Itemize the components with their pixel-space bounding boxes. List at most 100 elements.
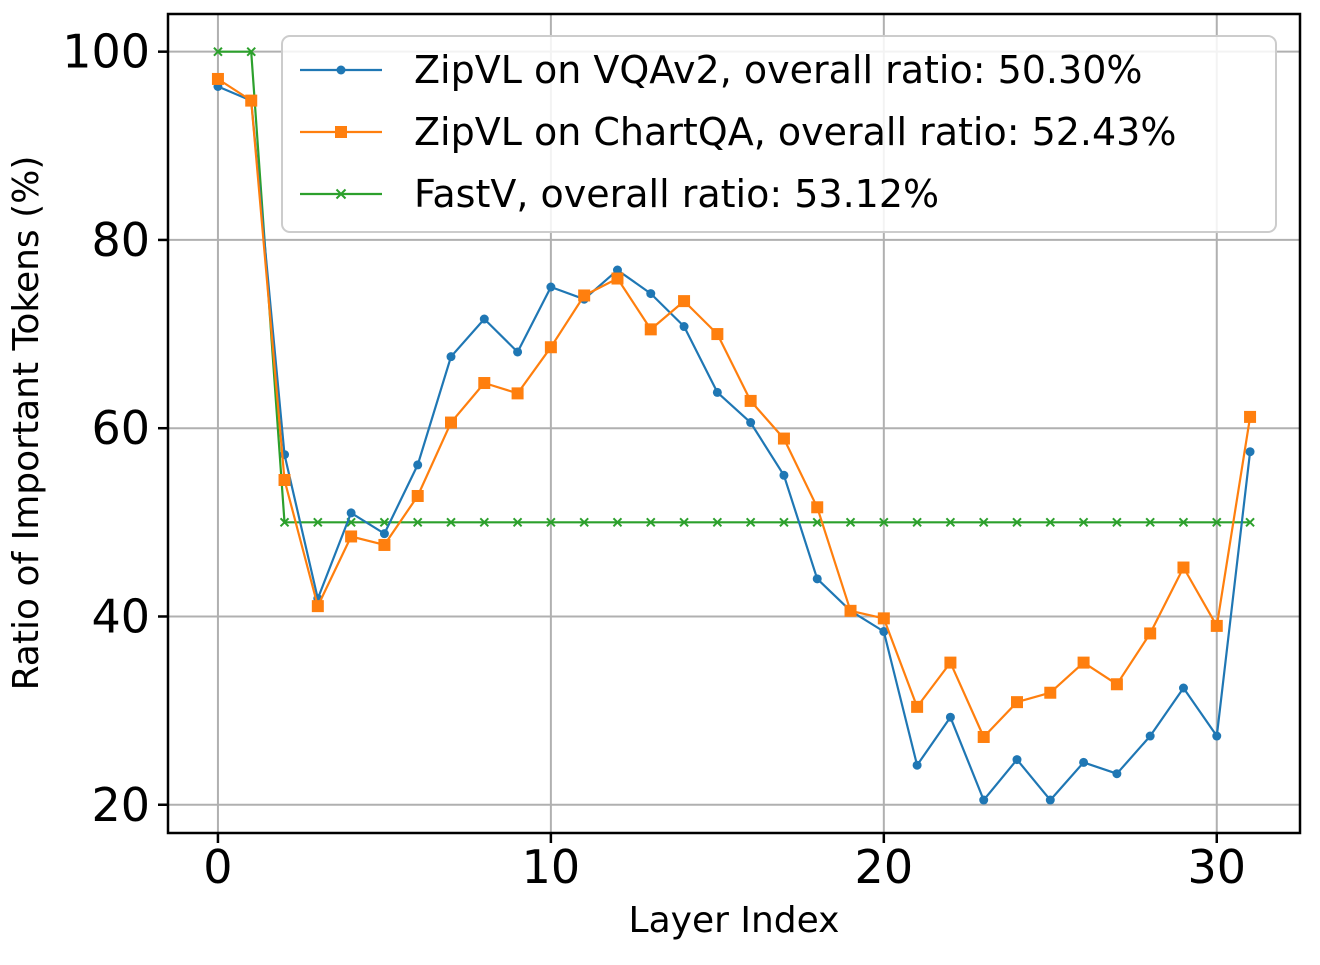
data-point	[746, 418, 756, 428]
series-layer	[211, 46, 1257, 805]
data-point-stroke	[1078, 517, 1089, 528]
legend-item: ZipVL on ChartQA, overall ratio: 52.43%	[300, 110, 1176, 154]
legend-item: ZipVL on VQAv2, overall ratio: 50.30%	[300, 48, 1142, 92]
series-dot	[213, 81, 1255, 805]
data-point	[1178, 517, 1189, 528]
data-point-stroke	[845, 517, 856, 528]
data-point-stroke	[379, 517, 390, 528]
data-point-stroke	[945, 517, 956, 528]
data-point	[1212, 731, 1222, 741]
legend-label: FastV, overall ratio: 53.12%	[414, 172, 939, 216]
x-axis-label: Layer Index	[629, 900, 840, 941]
data-point	[446, 517, 456, 528]
data-point	[877, 612, 890, 625]
data-point	[544, 341, 557, 354]
data-point	[478, 377, 491, 390]
data-point-stroke	[779, 517, 789, 528]
data-point	[1045, 517, 1056, 528]
data-point	[644, 323, 657, 336]
data-point	[1112, 517, 1122, 528]
data-point	[1210, 619, 1223, 632]
data-point	[679, 517, 689, 528]
data-point	[479, 314, 489, 324]
data-point	[1012, 517, 1022, 528]
data-point	[1145, 517, 1155, 528]
data-point	[612, 265, 622, 275]
legend-item: FastV, overall ratio: 53.12%	[300, 172, 939, 216]
data-point	[712, 387, 722, 397]
data-point	[1178, 683, 1188, 693]
data-point-stroke	[1212, 517, 1222, 528]
data-point	[1112, 769, 1122, 779]
data-point-stroke	[512, 517, 523, 528]
y-tick-label: 20	[91, 778, 150, 832]
data-point	[611, 272, 624, 285]
data-point	[479, 517, 490, 528]
data-point	[1245, 447, 1255, 457]
data-point-stroke	[1245, 517, 1255, 528]
data-point	[546, 282, 556, 292]
data-point	[1144, 627, 1157, 640]
data-point-stroke	[612, 517, 623, 528]
data-point-stroke	[679, 517, 689, 528]
data-point	[346, 508, 356, 518]
series-line	[217, 85, 1252, 802]
data-point	[845, 517, 856, 528]
data-point-stroke	[479, 517, 490, 528]
data-point	[413, 460, 423, 470]
data-point-stroke	[346, 517, 356, 528]
data-point	[812, 517, 822, 528]
data-point	[844, 604, 857, 617]
data-point-stroke	[213, 46, 223, 57]
data-point	[546, 517, 556, 528]
data-point	[379, 517, 390, 528]
data-point-stroke	[1145, 517, 1155, 528]
data-point-stroke	[1045, 517, 1056, 528]
data-point-stroke	[745, 517, 756, 528]
data-point-stroke	[1112, 517, 1122, 528]
data-point	[777, 432, 790, 445]
legend-box	[281, 35, 1277, 233]
data-point	[812, 574, 822, 584]
data-point	[711, 328, 724, 341]
data-point-stroke	[1012, 517, 1022, 528]
data-point	[979, 795, 989, 805]
legend-label: ZipVL on VQAv2, overall ratio: 50.30%	[414, 48, 1142, 92]
data-point-stroke	[912, 517, 922, 528]
data-point	[977, 730, 990, 743]
data-point	[879, 627, 889, 637]
data-point	[712, 517, 723, 528]
legend-swatch-marker	[335, 126, 347, 138]
x-tick-label: 20	[855, 840, 914, 894]
data-point	[311, 600, 324, 613]
data-point	[1244, 410, 1257, 423]
data-point-stroke	[246, 46, 256, 57]
plot-frame	[166, 12, 1302, 835]
data-point-stroke	[579, 517, 589, 528]
data-point	[945, 712, 955, 722]
data-point	[879, 517, 889, 528]
data-point	[246, 46, 256, 57]
legend-swatch-marker-stroke	[335, 188, 347, 200]
data-point	[511, 387, 524, 400]
data-point	[911, 700, 924, 713]
tick-layer: 0 10 20 30 20 40 60 80 100	[62, 25, 1246, 894]
data-point	[978, 517, 989, 528]
data-point	[1044, 686, 1057, 699]
data-point	[779, 517, 789, 528]
data-point	[1245, 517, 1255, 528]
x-tick-label: 30	[1187, 840, 1246, 894]
data-point-stroke	[279, 517, 290, 528]
y-tick-label: 100	[62, 25, 150, 79]
data-point	[513, 347, 523, 357]
data-point	[646, 289, 656, 299]
x-tick-label: 10	[522, 840, 581, 894]
data-point	[213, 46, 223, 57]
data-point	[379, 529, 389, 539]
data-point-stroke	[546, 517, 556, 528]
data-point	[245, 94, 258, 107]
data-point	[345, 530, 358, 543]
data-point	[512, 517, 523, 528]
data-point	[612, 517, 623, 528]
